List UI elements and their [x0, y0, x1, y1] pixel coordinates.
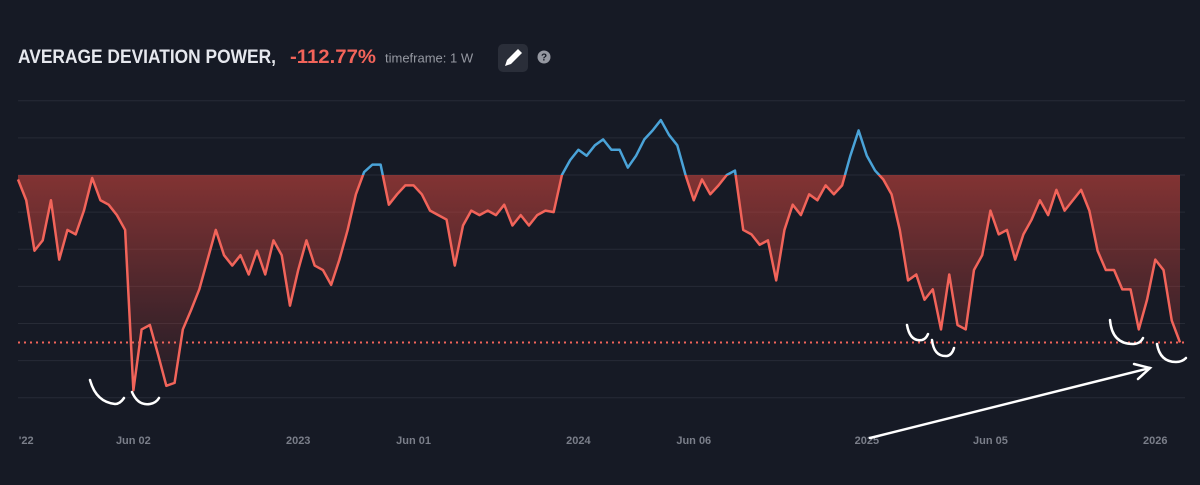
help-icon[interactable]: ? — [537, 50, 551, 64]
annotations — [88, 318, 1188, 440]
x-tick-label: Jun 06 — [676, 435, 711, 447]
chart-title: AVERAGE DEVIATION POWER, — [18, 47, 276, 68]
x-axis: '22 Jun 02 2023 Jun 01 2024 Jun 06 2025 Jun 05 2… — [19, 435, 1168, 447]
x-tick-label: Jun 05 — [973, 435, 1008, 447]
x-tick-label: 2026 — [1143, 435, 1167, 447]
annotation-mark — [130, 390, 161, 406]
plot — [16, 118, 1185, 392]
annotation-mark — [1108, 318, 1145, 346]
annotation-arrowhead — [1132, 362, 1153, 381]
annotation-mark — [905, 323, 930, 342]
annotation-arrow — [868, 366, 1152, 440]
positive-line — [361, 118, 881, 176]
x-tick-label: 2023 — [286, 435, 310, 447]
current-value: -112.77% — [290, 47, 376, 68]
annotation-mark — [1155, 342, 1188, 364]
annotation-mark — [930, 338, 956, 358]
annotation-mark — [88, 378, 126, 406]
negative-line — [16, 175, 1182, 392]
x-tick-label: '22 — [19, 435, 34, 447]
edit-button[interactable] — [498, 44, 528, 72]
x-tick-label: Jun 01 — [396, 435, 431, 447]
negative-area — [18, 175, 1180, 391]
x-tick-label: 2024 — [566, 435, 591, 447]
svg-text:?: ? — [541, 53, 547, 64]
timeframe: timeframe: 1 W — [385, 50, 474, 65]
x-tick-label: Jun 02 — [116, 435, 151, 447]
